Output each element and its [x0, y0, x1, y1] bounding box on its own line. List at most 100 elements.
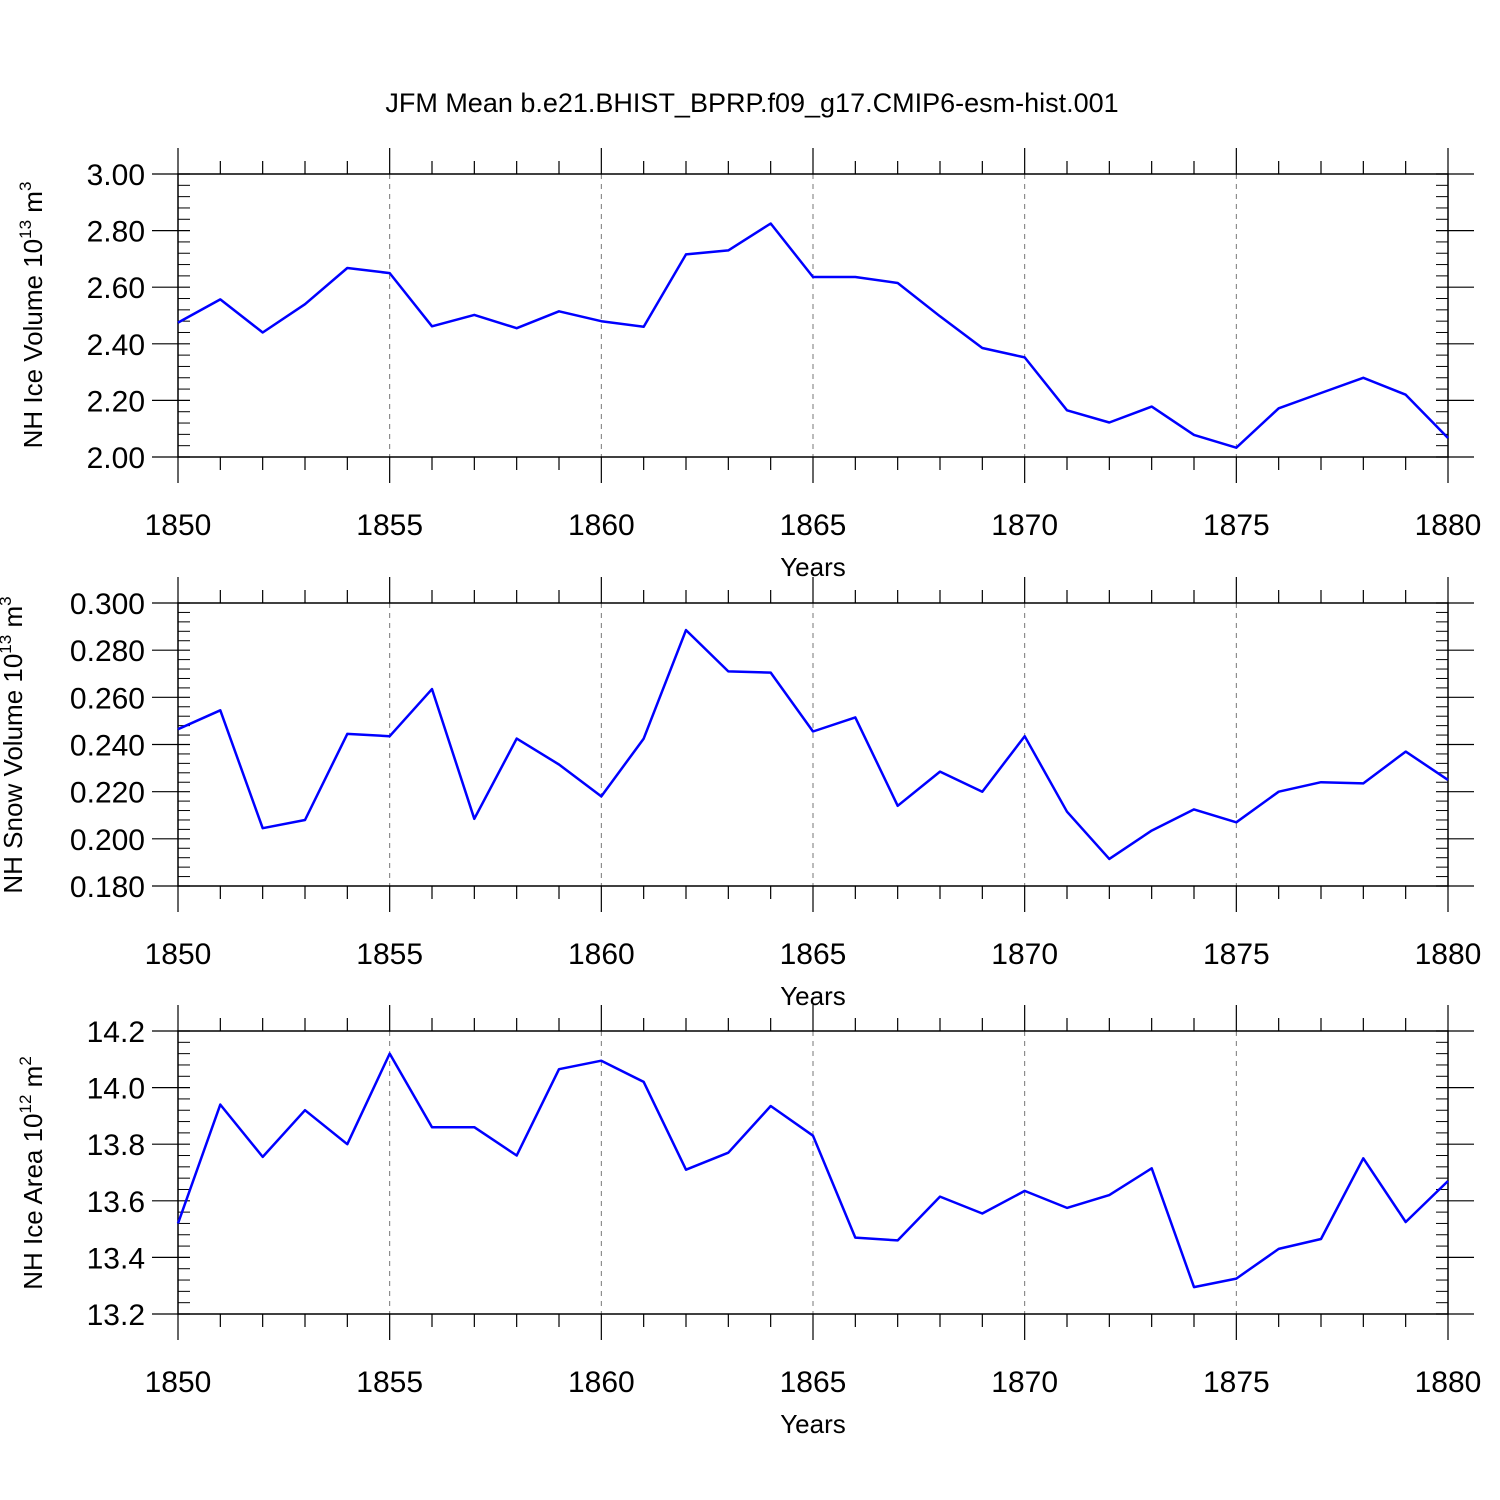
chart-3-data-point: [1320, 1238, 1322, 1240]
chart-2-data-point: [769, 671, 771, 673]
chart-3-x-tick-label: 1880: [1415, 1366, 1482, 1399]
chart-2-data-point: [1108, 858, 1110, 860]
chart-2-data-point: [1277, 790, 1279, 792]
chart-1-data-point: [854, 276, 856, 278]
chart-3-x-tick-label: 1870: [991, 1366, 1058, 1399]
chart-1-data-point: [177, 321, 179, 323]
chart-1-data-point: [219, 298, 221, 300]
chart-2-data-point: [812, 730, 814, 732]
chart-3-data-point: [1362, 1157, 1364, 1159]
chart-3-data-point: [939, 1195, 941, 1197]
chart-1-data-point: [346, 267, 348, 269]
chart-1-y-tick-label: 2.00: [87, 442, 145, 475]
chart-1-y-axis-label-exponent: 13: [16, 220, 35, 239]
chart-3-y-tick-label: 14.0: [87, 1073, 145, 1106]
chart-1-data-point: [769, 222, 771, 224]
chart-2-data-point: [431, 688, 433, 690]
chart-3-data-point: [1066, 1207, 1068, 1209]
chart-1-data-point: [558, 310, 560, 312]
chart-1-data-point: [939, 315, 941, 317]
chart-3-data-point: [981, 1212, 983, 1214]
chart-3-x-axis-label: Years: [780, 1409, 846, 1439]
chart-2-y-tick-label: 0.200: [70, 824, 145, 857]
chart-1-y-axis-label-unit: m: [18, 191, 48, 220]
chart-2-y-tick-label: 0.220: [70, 777, 145, 810]
chart-2-y-axis-label-unit: m: [0, 606, 28, 635]
chart-1-data-point: [685, 253, 687, 255]
chart-3-data-point: [473, 1126, 475, 1128]
chart-3-data-point: [177, 1222, 179, 1224]
chart-3-data-point: [388, 1052, 390, 1054]
chart-3-data-point: [769, 1105, 771, 1107]
chart-1-data-point: [1108, 421, 1110, 423]
chart-2-y-axis-label-unit-exponent: 3: [0, 596, 15, 605]
chart-1-x-tick-label: 1870: [991, 509, 1058, 542]
chart-3-x-tick-label: 1860: [568, 1366, 635, 1399]
chart-3-x-tick-label: 1855: [356, 1366, 423, 1399]
chart-panel-1: 2.00 2.20 2.40 2.60 2.80 3.00 1850 1855 1860 1865…: [16, 148, 1481, 582]
chart-2-x-tick-label: 1875: [1203, 938, 1270, 971]
chart-3-data-point: [304, 1109, 306, 1111]
chart-3-data-point: [219, 1103, 221, 1105]
chart-1-x-tick-label: 1880: [1415, 509, 1482, 542]
chart-1-data-point: [600, 320, 602, 322]
chart-1-x-tick-label: 1855: [356, 509, 423, 542]
chart-3-x-tick-label: 1875: [1203, 1366, 1270, 1399]
chart-3-y-axis-label-exponent: 12: [16, 1095, 35, 1114]
chart-1-data-point: [1235, 446, 1237, 448]
chart-1-data-point: [1320, 392, 1322, 394]
chart-panel-2: 0.180 0.200 0.220 0.240 0.260 0.280 0.300 1850 1…: [0, 577, 1481, 1011]
chart-3-y-tick-label: 13.8: [87, 1129, 145, 1162]
chart-2-data-point: [727, 670, 729, 672]
chart-1-data-point: [727, 249, 729, 251]
chart-1-data-point: [1404, 394, 1406, 396]
figure-title: JFM Mean b.e21.BHIST_BPRP.f09_g17.CMIP6-…: [385, 88, 1118, 118]
chart-1-data-point: [304, 303, 306, 305]
chart-1-y-axis-label-base: NH Ice Volume 10: [18, 239, 48, 449]
chart-3-data-point: [1108, 1194, 1110, 1196]
chart-2-data-point: [261, 827, 263, 829]
chart-2-series-line: [177, 628, 1449, 861]
chart-1-y-axis-label: NH Ice Volume 1013 m3: [16, 182, 48, 449]
chart-3-data-point: [1235, 1277, 1237, 1279]
chart-3-y-axis-label-base: NH Ice Area 10: [18, 1113, 48, 1289]
chart-2-data-point: [1150, 829, 1152, 831]
chart-3-data-point: [431, 1126, 433, 1128]
chart-2-data-point: [642, 737, 644, 739]
chart-3-data-point: [515, 1154, 517, 1156]
chart-2-data-point: [515, 737, 517, 739]
chart-2-y-tick-label: 0.300: [70, 588, 145, 621]
chart-3-data-point: [1150, 1167, 1152, 1169]
chart-1-y-tick-label: 2.60: [87, 272, 145, 305]
chart-2-data-point: [346, 733, 348, 735]
chart-2-y-tick-label: 0.260: [70, 682, 145, 715]
chart-2-data-point: [219, 709, 221, 711]
chart-2-data-point: [1235, 821, 1237, 823]
chart-2-data-point: [1447, 779, 1449, 781]
chart-3-data-point: [1404, 1221, 1406, 1223]
chart-3-data-point: [1193, 1286, 1195, 1288]
chart-1-data-point: [896, 282, 898, 284]
chart-3-y-axis-label-unit-exponent: 2: [16, 1056, 35, 1065]
chart-2-data-point: [854, 716, 856, 718]
chart-2-data-point: [600, 795, 602, 797]
chart-1-series-line: [177, 222, 1449, 449]
chart-1-x-tick-label: 1865: [780, 509, 847, 542]
chart-2-x-tick-label: 1880: [1415, 938, 1482, 971]
chart-2-data-point: [1362, 782, 1364, 784]
chart-1-data-point: [388, 272, 390, 274]
chart-1-data-point: [261, 331, 263, 333]
chart-3-data-point: [727, 1151, 729, 1153]
chart-1-y-tick-label: 3.00: [87, 159, 145, 192]
chart-2-x-tick-label: 1865: [780, 938, 847, 971]
chart-1-x-tick-label: 1860: [568, 509, 635, 542]
chart-3-data-point: [558, 1068, 560, 1070]
chart-2-data-point: [896, 805, 898, 807]
chart-2-y-tick-label: 0.180: [70, 871, 145, 904]
chart-2-data-point: [981, 790, 983, 792]
chart-1-data-point: [1150, 405, 1152, 407]
chart-2-x-tick-label: 1870: [991, 938, 1058, 971]
chart-3-y-axis-label: NH Ice Area 1012 m2: [16, 1056, 48, 1290]
chart-1-data-point: [1023, 356, 1025, 358]
